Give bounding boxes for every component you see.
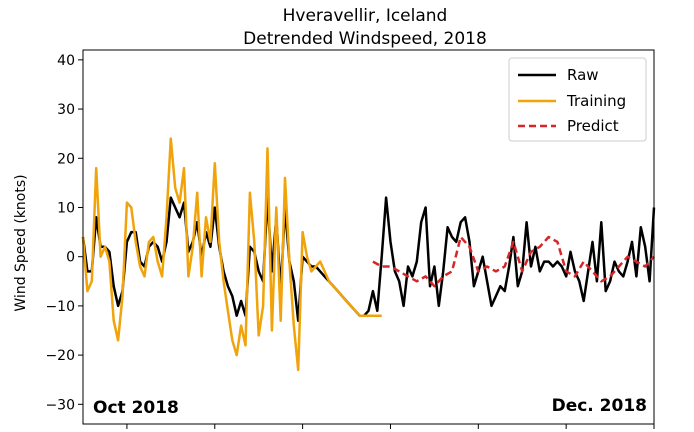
annotation-left: Oct 2018 xyxy=(93,398,179,418)
y-axis-label: Wind Speed (knots) xyxy=(13,174,29,311)
y-tick-label: 0 xyxy=(66,250,75,266)
y-tick-label: −20 xyxy=(45,348,75,364)
chart-title: Hveravellir, Iceland xyxy=(283,6,448,26)
y-ticks-group: 40 30 20 10 0 −10 −20 −30 xyxy=(45,53,83,413)
y-tick-label: 10 xyxy=(57,200,75,216)
y-tick-label: 30 xyxy=(57,102,75,118)
series-predict-line xyxy=(372,235,655,288)
x-ticks-group xyxy=(126,424,655,429)
series-group xyxy=(81,137,656,372)
plot-frame xyxy=(82,49,655,425)
legend: Raw Training Predict xyxy=(508,57,647,142)
series-raw-line xyxy=(81,196,656,322)
legend-raw-label: Raw xyxy=(567,66,599,84)
legend-training-label: Training xyxy=(566,92,626,110)
legend-predict-label: Predict xyxy=(567,117,619,135)
y-tick-label: 40 xyxy=(57,53,75,69)
y-tick-label: 20 xyxy=(57,151,75,167)
chart-subtitle: Detrended Windspeed, 2018 xyxy=(243,29,487,49)
y-tick-label: −10 xyxy=(45,299,75,315)
legend-box xyxy=(508,57,647,142)
annotation-right: Dec. 2018 xyxy=(552,396,647,416)
y-tick-label: −30 xyxy=(45,397,75,413)
series-training-line xyxy=(81,137,382,372)
